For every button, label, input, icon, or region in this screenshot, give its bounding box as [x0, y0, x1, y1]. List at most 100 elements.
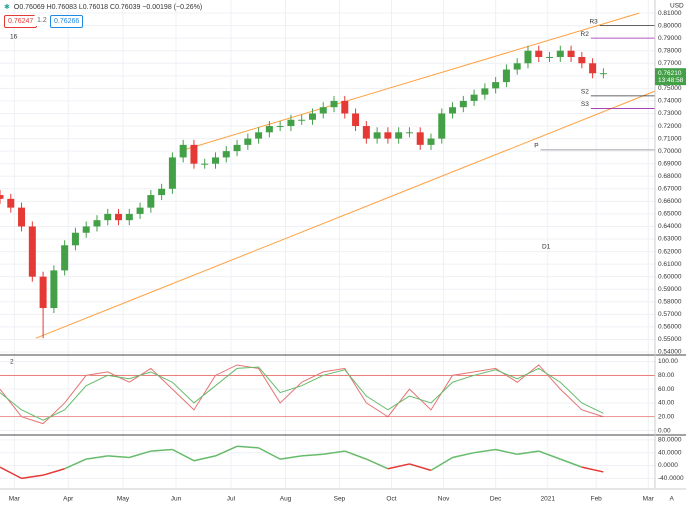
oscillator-segment: [258, 447, 281, 460]
candle-body: [255, 132, 263, 139]
oscillator-segment: [86, 455, 108, 460]
oscillator-segment: [517, 450, 539, 456]
candle-body: [298, 119, 306, 121]
oscillator-segment: [107, 455, 130, 459]
buy-button[interactable]: 0.76266: [50, 15, 84, 28]
x-tick-label: Nov: [438, 496, 450, 503]
pivot-label: S2: [581, 89, 589, 96]
x-tick-label: Mar: [9, 496, 21, 503]
x-tick-label: Oct: [386, 496, 396, 503]
x-tick-label: 2021: [540, 496, 555, 503]
oscillator-segment: [344, 450, 367, 460]
indicator-line: [0, 364, 604, 425]
last-price-box: [655, 68, 686, 86]
candle-body: [438, 113, 446, 139]
candle-body: [190, 144, 198, 164]
x-tick-label: Jun: [171, 496, 182, 503]
candle-body: [502, 69, 510, 83]
annotation: D1: [542, 244, 551, 251]
oscillator-segment: [495, 448, 518, 456]
oscillator-segment: [64, 458, 87, 470]
candle-body: [125, 213, 133, 221]
candle-body: [104, 213, 112, 221]
oscillator-segment: [301, 453, 324, 457]
quote-bar: ✱ O0.76069 H0.76083 L0.76018 C0.76039 −0…: [4, 3, 203, 12]
candle-body: [481, 88, 489, 95]
candle-body: [362, 126, 370, 139]
y-tick-label: 0.59000: [658, 286, 682, 293]
oscillator-segment: [236, 445, 259, 449]
candle-body: [578, 56, 586, 64]
candle-body: [265, 126, 273, 133]
candle-body: [168, 157, 176, 189]
candle-body: [93, 220, 101, 227]
y-tick-label: 0.72000: [658, 123, 682, 130]
quote: O0.76069 H0.76083 L0.76018 C0.76039 −0.0…: [13, 3, 203, 11]
pivot-label: P: [534, 143, 538, 150]
candle-body: [222, 151, 230, 158]
x-tick-label: A: [669, 496, 674, 503]
oscillator-segment: [21, 474, 44, 480]
y-tick-label: 0.80000: [658, 22, 682, 29]
y-tick-label: 0.56000: [658, 324, 682, 331]
y-tick-label: 40.0000: [658, 449, 682, 456]
oscillator-segment: [430, 456, 453, 471]
oscillator-segment: [280, 455, 302, 460]
candle-body: [244, 138, 252, 145]
oscillator-segment: [150, 448, 173, 452]
candle-body: [287, 119, 295, 127]
indicator-line: [0, 366, 604, 421]
pivot-label: R2: [581, 31, 590, 38]
candle-body: [427, 138, 435, 145]
x-tick-label: Sep: [334, 496, 346, 503]
icon: ✱: [4, 4, 10, 11]
candle-body: [599, 73, 607, 75]
oscillator-segment: [473, 448, 496, 454]
oscillator-segment: [366, 458, 389, 470]
oscillator-segment: [215, 445, 238, 457]
y-tick-label: 0.81000: [658, 10, 682, 17]
y-tick-label: 80.0000: [658, 437, 682, 444]
y-tick-label: 0.69000: [658, 160, 682, 167]
candle-body: [308, 113, 316, 120]
y-tick-label: 0.75000: [658, 85, 682, 92]
y-tick-label: 0.57000: [658, 311, 682, 318]
pane-label: 2: [10, 359, 14, 366]
y-tick-label: 0.62000: [658, 248, 682, 255]
candle-body: [82, 226, 90, 233]
x-tick-label: May: [117, 496, 130, 503]
oscillator-segment: [0, 466, 22, 480]
candle-body: [524, 50, 532, 64]
axis-background: [655, 0, 686, 354]
y-tick-label: 0.0000: [658, 462, 678, 469]
y-tick-label: 0.68000: [658, 173, 682, 180]
oscillator-segment: [42, 468, 65, 476]
candle-body: [405, 132, 413, 134]
candle-body: [7, 198, 15, 208]
candle-body: [556, 50, 564, 57]
candle-body: [276, 126, 284, 128]
candle-body: [459, 100, 467, 108]
candle-body: [567, 50, 575, 57]
axis-background: [655, 356, 686, 434]
y-tick-label: 0.54000: [658, 349, 682, 356]
x-tick-label: Feb: [591, 496, 603, 503]
x-tick-label: Aug: [280, 496, 292, 503]
y-tick-label: 0.73000: [658, 110, 682, 117]
y-tick-label: 0.58000: [658, 298, 682, 305]
oscillator-segment: [387, 463, 410, 470]
candle-body: [341, 100, 349, 114]
trend-line: [35, 90, 656, 339]
y-tick-label: 0.63000: [658, 236, 682, 243]
candle-body: [115, 213, 123, 221]
currency-label: USD: [670, 3, 684, 10]
candle-body: [179, 144, 187, 158]
candle-body: [71, 232, 79, 246]
sell-button[interactable]: 0.76247: [4, 15, 38, 28]
last-price-label: 0.76210: [658, 70, 682, 77]
candle-body: [449, 107, 457, 114]
x-tick-label: Jul: [227, 496, 236, 503]
oscillator-segment: [129, 450, 152, 459]
oscillator-segment: [560, 458, 583, 468]
